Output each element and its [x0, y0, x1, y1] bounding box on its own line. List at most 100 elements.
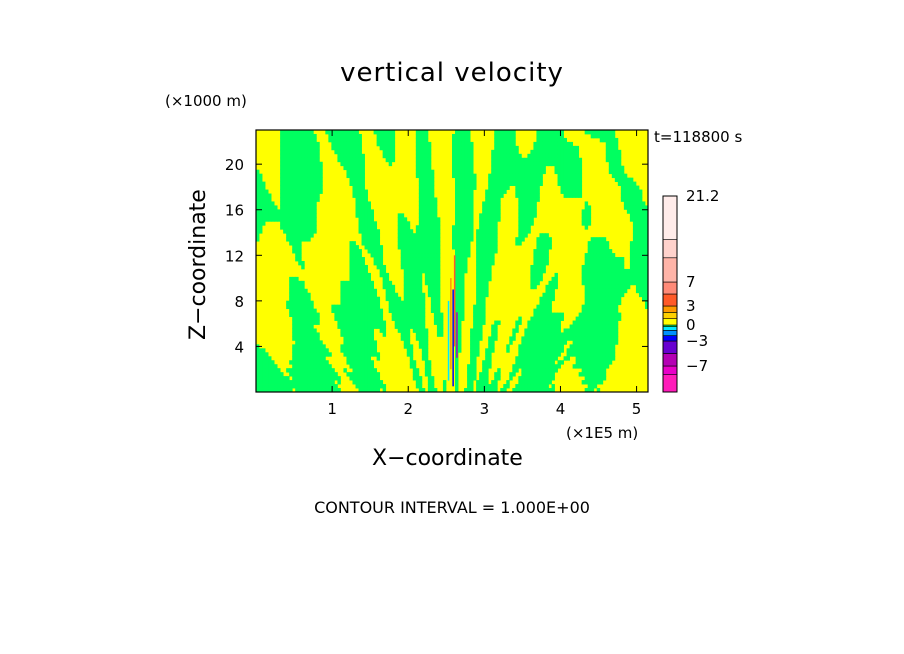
field-cell — [361, 173, 365, 179]
field-cell — [554, 324, 558, 329]
field-cell — [545, 332, 549, 337]
colorbar-swatch — [662, 239, 678, 259]
field-cell — [418, 344, 423, 349]
field-cell — [301, 229, 305, 234]
field-cell — [482, 372, 486, 377]
field-cell — [551, 145, 555, 151]
field-cell — [403, 257, 408, 262]
field-cell — [596, 300, 601, 306]
field-cell — [298, 241, 302, 246]
field-cell — [352, 161, 356, 167]
field-cell — [307, 137, 311, 143]
field-cell — [304, 145, 308, 151]
field-cell — [539, 296, 543, 302]
field-cell — [340, 316, 344, 321]
field-cell — [430, 233, 435, 238]
field-cell — [337, 137, 341, 143]
field-cell — [461, 169, 465, 175]
field-cell — [409, 352, 414, 357]
field-cell — [352, 340, 356, 345]
field-cell — [316, 312, 320, 317]
field-cell — [488, 245, 492, 250]
field-cell — [418, 133, 423, 139]
field-cell — [473, 312, 477, 317]
field-cell — [542, 245, 546, 250]
field-cell — [569, 169, 574, 175]
field-cell — [584, 324, 589, 329]
field-cell — [551, 376, 555, 381]
field-cell — [539, 272, 543, 278]
field-cell — [295, 157, 299, 163]
field-cell — [295, 308, 299, 314]
field-cell — [485, 217, 489, 222]
field-cell — [548, 336, 552, 341]
field-cell — [632, 185, 637, 190]
field-cell — [271, 201, 275, 206]
field-cell — [641, 249, 646, 254]
field-cell — [560, 312, 564, 317]
field-cell — [349, 173, 353, 179]
field-cell — [581, 360, 586, 365]
field-cell — [295, 161, 299, 167]
field-cell — [424, 237, 429, 242]
field-cell — [310, 308, 314, 314]
field-cell — [578, 320, 583, 325]
field-cell — [599, 261, 604, 266]
field-cell — [617, 284, 622, 290]
field-cell — [467, 217, 471, 222]
field-cell — [409, 249, 414, 254]
field-cell — [364, 193, 368, 198]
field-cell — [430, 205, 435, 210]
field-cell — [470, 157, 474, 163]
field-cell — [533, 384, 537, 389]
field-cell — [358, 161, 362, 167]
field-cell — [509, 376, 513, 381]
field-cell — [455, 205, 459, 210]
field-cell — [331, 384, 335, 389]
field-cell — [406, 352, 411, 357]
field-cell — [590, 328, 595, 333]
field-cell — [346, 288, 350, 294]
field-cell — [427, 364, 432, 369]
field-cell — [491, 344, 495, 349]
field-cell — [536, 130, 540, 135]
field-cell — [313, 145, 317, 151]
field-cell — [596, 332, 601, 337]
field-cell — [626, 284, 631, 290]
field-cell — [632, 225, 637, 230]
field-cell — [509, 169, 513, 175]
field-cell — [415, 272, 420, 278]
field-cell — [515, 169, 519, 175]
field-cell — [409, 237, 414, 242]
field-cell — [310, 328, 314, 333]
field-cell — [367, 344, 371, 349]
field-cell — [536, 280, 540, 286]
field-cell — [358, 137, 362, 143]
field-cell — [283, 193, 287, 198]
field-cell — [367, 249, 371, 254]
field-cell — [415, 304, 420, 310]
field-cell — [361, 332, 365, 337]
field-cell — [641, 237, 646, 242]
field-cell — [295, 288, 299, 294]
field-cell — [304, 229, 308, 234]
field-cell — [539, 145, 543, 151]
field-cell — [599, 288, 604, 294]
field-cell — [427, 201, 432, 206]
field-cell — [461, 268, 465, 274]
field-cell — [280, 388, 284, 392]
field-cell — [361, 221, 365, 226]
field-cell — [533, 332, 537, 337]
field-cell — [485, 257, 489, 262]
field-cell — [436, 320, 441, 325]
field-cell — [584, 276, 589, 282]
field-cell — [427, 197, 432, 202]
field-cell — [400, 221, 405, 226]
field-cell — [364, 288, 368, 294]
field-cell — [355, 320, 359, 325]
colorbar-swatch — [662, 353, 678, 367]
field-cell — [310, 344, 314, 349]
field-cell — [455, 368, 459, 373]
field-cell — [632, 209, 637, 214]
field-cell — [358, 368, 362, 373]
